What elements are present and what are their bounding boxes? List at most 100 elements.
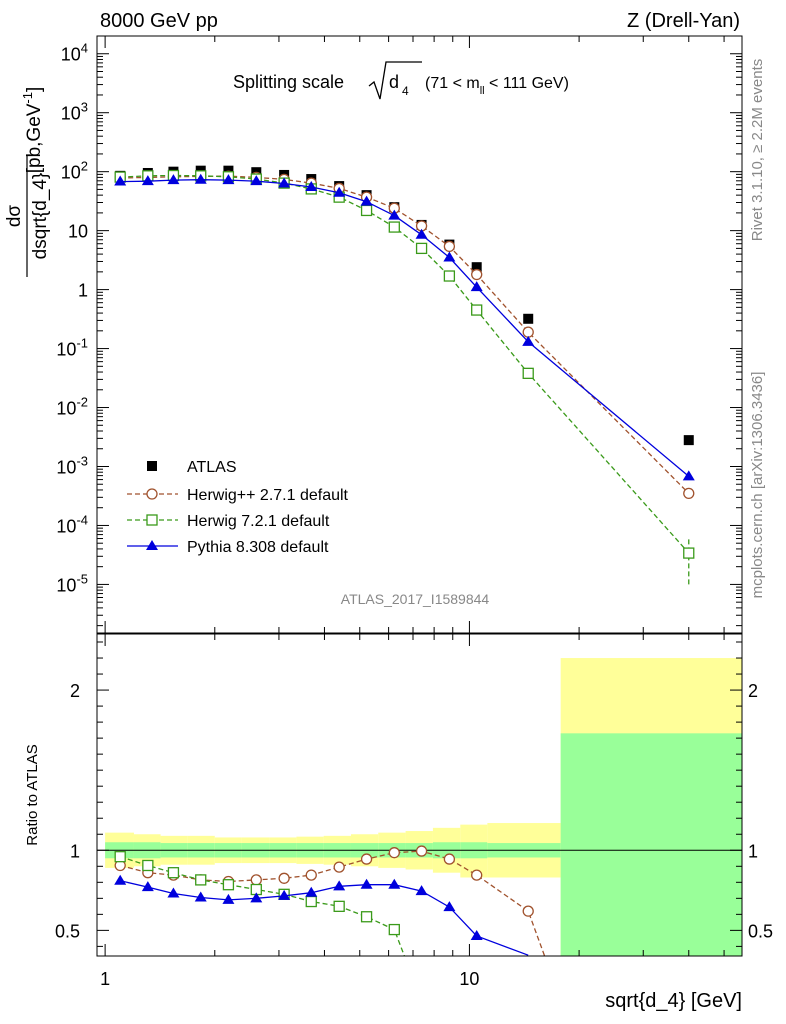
herwig7-point [522,367,534,379]
x-axis-label: sqrt{d_4} [GeV] [605,990,742,1012]
pythia-point [415,228,428,239]
legend-marker-herwig7 [146,514,158,526]
main-y-tick-label: 104 [61,41,88,65]
series-atlas [115,165,694,446]
title-range-sub: ll [480,85,485,97]
pythia-ratio-point [333,880,346,891]
herwig7-ratio-point [195,874,207,886]
herwigpp-ratio-point [305,869,317,881]
header-right: Z (Drell-Yan) [627,10,740,32]
herwigpp-point [443,240,456,253]
ratio-line-herwigpp [120,850,546,956]
herwigpp-point [471,268,483,281]
pythia-ratio-point [443,901,456,912]
ylabel-unit-sup: -1 [20,92,35,104]
legend-label-atlas: ATLAS [187,459,237,476]
herwig7-point [471,304,483,316]
main-y-tick-label: 10-4 [56,512,88,536]
ratio-y-tick-label: 1 [70,841,80,861]
herwig7-point [415,242,428,255]
ratio-line-pythia [120,880,529,956]
pythia-point [141,175,154,186]
ratio-series-herwig7 [114,851,406,956]
main-y-tick-label: 10-3 [56,453,88,477]
herwig7-ratio-point [388,923,400,936]
main-y-tick-label: 1 [78,281,88,301]
title-radicand: d [389,72,399,92]
title-range: (71 < mll < 111 GeV) [425,75,569,97]
main-y-tick-label: 10-2 [56,395,88,419]
title-range-close: < 111 GeV) [485,75,569,92]
pythia-ratio-point [167,887,180,898]
legend-label-herwigpp: Herwig++ 2.7.1 default [187,487,349,504]
ylabel-numerator: dσ [4,205,25,228]
legend-entry-pythia: Pythia 8.308 default [127,539,329,556]
pythia-point [114,175,127,186]
series-line-herwig7 [120,174,690,554]
ratio-panel: 0.5 0.5 1 1 2 2 1 10 Ratio to ATLAS sqrt{d_4} [… [24,633,773,1012]
pythia-point [222,174,235,185]
uncertainty-band-inner [560,733,742,956]
pythia-point [522,335,535,346]
ratio-ylabel: Ratio to ATLAS [24,744,41,845]
herwigpp-point [522,326,534,338]
title-prefix: Splitting scale [233,72,344,92]
pythia-ratio-point [470,929,483,940]
main-y-tick-label: 102 [61,159,88,183]
pythia-point [167,174,180,185]
legend-label-herwig7: Herwig 7.2.1 default [187,513,330,530]
main-frame [96,35,743,634]
herwig7-point [683,547,695,559]
ratio-series-pythia [114,874,529,956]
pythia-point [443,251,456,262]
ratio-y-tick-label-right: 1 [748,841,758,861]
herwigpp-ratio-point [522,905,534,917]
series-pythia [114,173,695,481]
ylabel-denominator: dsqrt{d_4} [30,173,51,260]
sqrt-sign [368,61,422,100]
ylabel-unit: [pb,GeV-1] [20,87,45,174]
legend-marker-herwigpp [146,488,158,500]
pythia-ratio-point [305,886,318,897]
atlas-point [683,435,694,446]
herwigpp-ratio-point [443,853,456,865]
pythia-point [305,180,318,191]
herwigpp-ratio-point [360,853,373,865]
series-line-herwigpp [120,175,690,494]
ratio-y-tick-label-right: 2 [748,681,758,701]
mcplots-label: mcplots.cern.ch [arXiv:1306.3436] [749,372,766,599]
legend-label-pythia: Pythia 8.308 default [187,539,329,556]
herwigpp-ratio-point [278,872,290,884]
herwig7-ratio-point [114,851,126,863]
pythia-ratio-point [415,885,428,896]
rivet-version-label: Rivet 3.1.10, ≥ 2.2M events [749,59,766,242]
herwig7-point [443,270,456,282]
herwigpp-ratio-point [415,845,428,857]
pythia-point [470,281,483,292]
series-line-pythia [120,179,690,477]
pythia-ratio-point [278,889,291,900]
main-y-tick-label: 10-5 [56,571,88,595]
herwig7-ratio-point [333,900,345,912]
herwig7-point [360,204,373,217]
x-tick-label: 10 [459,969,479,989]
ratio-y-tick-label: 0.5 [55,921,80,941]
pythia-point [278,177,291,188]
main-panel: 10-5 10-4 10-3 10-2 10-1 1 10 102 103 104 Splitti… [4,35,743,634]
main-y-tick-label: 103 [61,100,88,124]
pythia-ratio-point [222,893,235,904]
herwig7-ratio-point [360,911,373,923]
pythia-point [194,173,207,184]
herwigpp-ratio-point [471,869,483,881]
pythia-point [388,209,401,220]
pythia-ratio-point [388,878,401,889]
herwigpp-ratio-point [333,861,345,873]
pythia-ratio-point [360,878,373,889]
ylabel-unit-base: [pb,GeV [24,103,45,173]
herwigpp-ratio-point [388,847,400,859]
atlas-point [471,262,482,273]
legend-entry-herwig7: Herwig 7.2.1 default [127,513,330,530]
main-y-tick-label: 10-1 [56,336,88,360]
pythia-point [250,175,263,186]
